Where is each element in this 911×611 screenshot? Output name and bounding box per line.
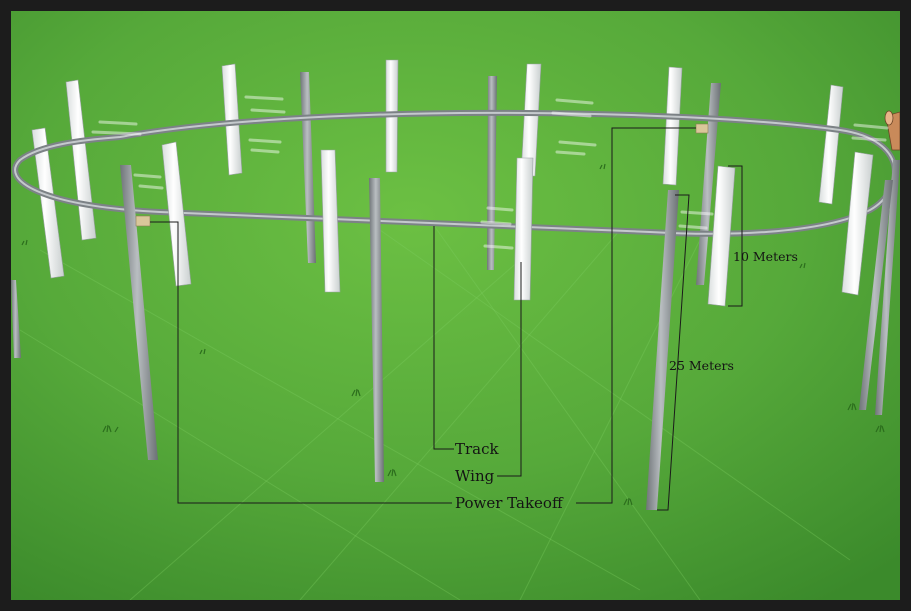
leader-lines xyxy=(150,127,743,511)
support-post xyxy=(646,190,679,510)
wing xyxy=(520,63,542,177)
post-height-dimension xyxy=(657,194,690,511)
grass-tuft-icon xyxy=(21,163,885,506)
support-posts-front xyxy=(11,160,900,510)
wing xyxy=(818,84,844,205)
support-post xyxy=(859,180,893,410)
wing-leader xyxy=(497,262,522,477)
grass-ground xyxy=(11,11,900,600)
support-post xyxy=(369,178,384,482)
wing xyxy=(221,63,243,176)
wing xyxy=(513,157,534,301)
wing-height-label: 10 Meters xyxy=(733,249,798,264)
power-takeoff-box xyxy=(135,215,151,227)
wing xyxy=(841,151,874,296)
wing xyxy=(31,127,65,279)
wing xyxy=(320,149,341,293)
support-post xyxy=(875,160,900,415)
track-wing-diagram: Track Wing Power Takeoff 10 Meters 25 Me… xyxy=(11,11,901,601)
wing xyxy=(65,79,97,241)
wings-front xyxy=(161,141,874,307)
wing-label: Wing xyxy=(455,467,495,485)
support-post xyxy=(120,165,158,460)
wing xyxy=(161,141,192,287)
wing xyxy=(662,66,683,186)
power-takeoff-box xyxy=(695,123,709,134)
support-post xyxy=(11,280,21,358)
wing xyxy=(707,165,736,307)
scene: Track Wing Power Takeoff 10 Meters 25 Me… xyxy=(11,11,901,601)
track-label: Track xyxy=(455,440,500,458)
support-post xyxy=(487,76,497,270)
track-leader xyxy=(433,226,454,450)
ground-shadow-lines xyxy=(19,219,851,601)
power-takeoff-leader-right xyxy=(576,127,696,504)
wings-back xyxy=(31,59,844,279)
post-height-label: 25 Meters xyxy=(669,358,734,373)
wind-streak-icon xyxy=(91,95,889,250)
wing-height-dimension xyxy=(728,165,743,307)
power-takeoff-leader-left xyxy=(150,221,452,504)
power-takeoff-label: Power Takeoff xyxy=(455,494,564,512)
cone-icon xyxy=(884,110,901,151)
